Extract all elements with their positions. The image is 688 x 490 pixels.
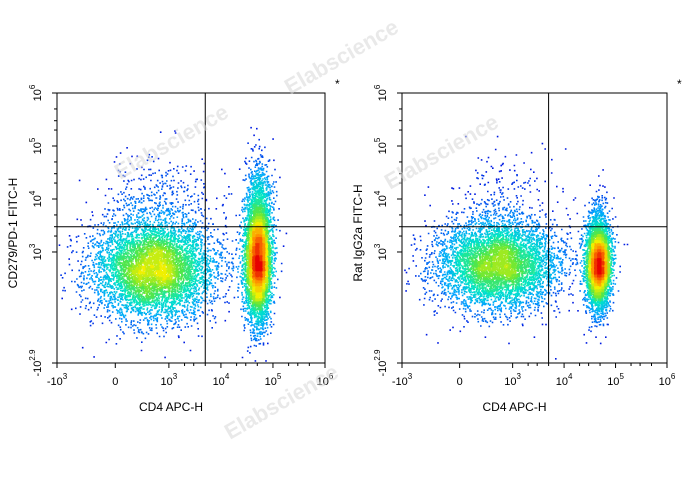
density-bin-8 <box>447 216 616 311</box>
y-tick-label: -102.9 <box>28 349 44 377</box>
density-bin-22 <box>594 249 605 281</box>
watermark-text: Elabscience <box>280 14 403 99</box>
x-tick-label: 106 <box>659 372 676 388</box>
plot-flag: * <box>335 77 340 91</box>
density-bin-24 <box>597 258 602 275</box>
density-dots <box>58 126 288 362</box>
density-bin-23 <box>594 252 605 278</box>
plot-panel-left: -103 0 103 104 105 106 -102.9 103 104 105 106 CD4 A… <box>6 77 340 414</box>
density-bin-15 <box>474 234 611 299</box>
plot-panel-right: -103 0 103 104 105 106 -102.9 103 104 105 106 CD4 A… <box>351 77 682 414</box>
plot-flag: * <box>677 77 682 91</box>
y-tick-label: 105 <box>373 137 389 154</box>
x-tick-label: -103 <box>392 372 413 388</box>
y-tick-label: 103 <box>28 243 44 260</box>
density-dots <box>404 135 629 360</box>
density-bin-13 <box>468 228 611 302</box>
x-tick-label: 0 <box>457 376 463 388</box>
y-tick-label: 106 <box>373 84 389 101</box>
y-tick-label: -102.9 <box>373 349 389 377</box>
y-tick-label: 106 <box>28 84 44 101</box>
y-axis-label: Rat IgG2a FITC-H <box>351 184 365 281</box>
density-bin-17 <box>132 219 269 302</box>
density-bin-4 <box>76 159 278 342</box>
x-axis-label: CD4 APC-H <box>139 400 203 414</box>
x-tick-label: 0 <box>112 376 118 388</box>
density-bin-1 <box>404 135 629 360</box>
plot-frame <box>401 92 668 364</box>
x-tick-label: 103 <box>161 372 178 388</box>
plots-layer: -103 0 103 104 105 106 -102.9 103 104 105 106 CD4 A… <box>6 77 682 414</box>
y-tick-label: 105 <box>28 137 44 154</box>
x-axis-label: CD4 APC-H <box>482 400 546 414</box>
x-tick-label: 105 <box>607 372 624 388</box>
x-tick-label: 103 <box>504 372 521 388</box>
density-bin-16 <box>477 234 611 296</box>
x-tick-label: -103 <box>47 372 68 388</box>
y-tick-label: 104 <box>28 190 44 207</box>
y-tick-label: 103 <box>373 243 389 260</box>
x-tick-label: 105 <box>265 372 282 388</box>
density-bin-23 <box>252 243 263 278</box>
x-tick-label: 104 <box>213 372 230 388</box>
density-bin-10 <box>105 186 275 320</box>
y-axis-label: CD279/PD-1 FITC-H <box>6 178 20 289</box>
density-bin-24 <box>255 255 263 272</box>
x-tick-label: 106 <box>317 372 334 388</box>
y-tick-label: 104 <box>373 190 389 207</box>
x-tick-label: 104 <box>556 372 573 388</box>
